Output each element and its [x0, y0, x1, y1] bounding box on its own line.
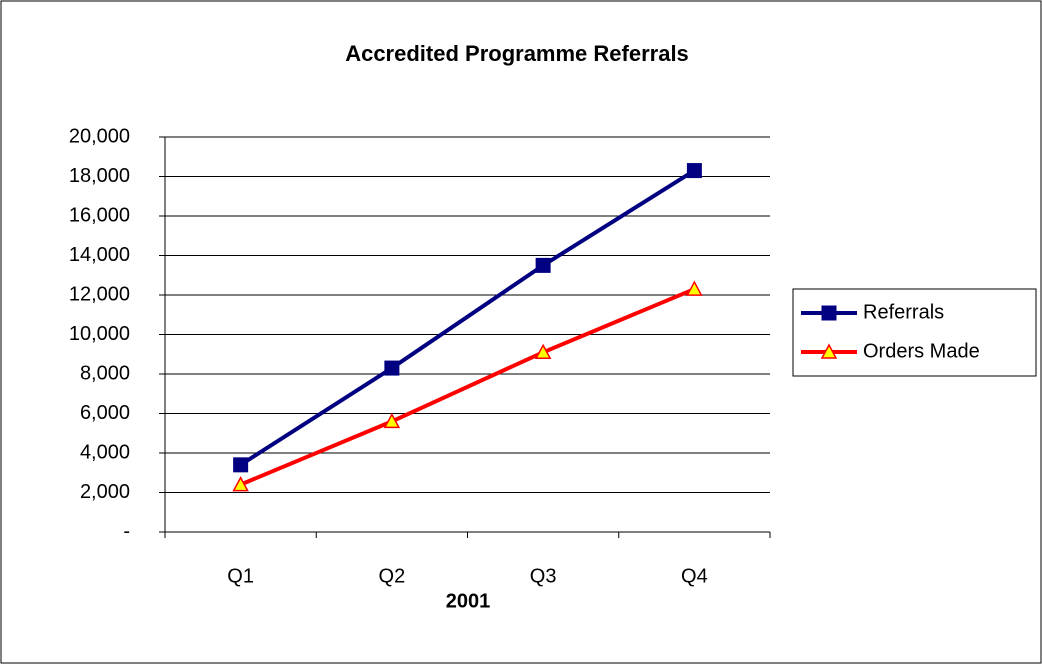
data-point [384, 360, 400, 376]
series-line [239, 168, 696, 467]
data-point [686, 280, 703, 296]
y-tick-label: 4,000 [80, 441, 130, 463]
y-tick-label: 6,000 [80, 402, 130, 424]
x-tick-label: Q2 [379, 565, 406, 587]
data-point [232, 476, 249, 492]
y-tick-label: - [123, 520, 130, 542]
x-axis-label: 2001 [446, 590, 491, 612]
data-point [686, 163, 702, 179]
y-tick-label: 16,000 [69, 204, 130, 226]
data-point [383, 412, 401, 429]
data-point [233, 457, 249, 473]
y-tick-label: 2,000 [80, 481, 130, 503]
y-tick-label: 10,000 [69, 323, 130, 345]
y-tick-label: 12,000 [69, 283, 130, 305]
legend-label: Referrals [863, 301, 944, 323]
y-tick-label: 18,000 [69, 165, 130, 187]
y-tick-label: 20,000 [69, 125, 130, 147]
legend-box [792, 288, 1037, 377]
legend-marker [821, 305, 837, 321]
x-tick-label: Q1 [227, 565, 254, 587]
x-tick-label: Q4 [681, 565, 708, 587]
y-tick-label: 14,000 [69, 244, 130, 266]
y-tick-label: 8,000 [80, 362, 130, 384]
chart-title: Accredited Programme Referrals [345, 41, 689, 66]
legend-label: Orders Made [863, 340, 980, 362]
data-point [534, 343, 552, 360]
data-point [535, 257, 551, 273]
x-tick-label: Q3 [530, 565, 557, 587]
series-line [239, 287, 696, 487]
legend-marker [820, 343, 838, 359]
